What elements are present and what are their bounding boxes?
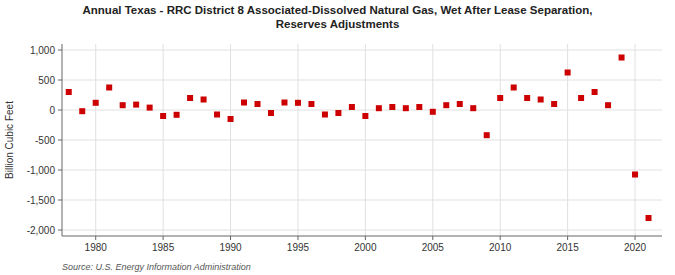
tick-label: 1980 bbox=[85, 242, 108, 253]
tick-mark bbox=[58, 50, 62, 51]
grid-line bbox=[365, 44, 366, 236]
grid-line bbox=[62, 200, 662, 201]
tick-mark bbox=[635, 236, 636, 240]
point bbox=[484, 132, 490, 138]
tick-mark bbox=[365, 236, 366, 240]
point bbox=[578, 95, 584, 101]
point bbox=[255, 101, 261, 107]
x-axis-line bbox=[62, 236, 662, 237]
tick-label: 2015 bbox=[556, 242, 579, 253]
tick-label: 500 bbox=[38, 75, 55, 86]
tick-mark bbox=[58, 170, 62, 171]
point bbox=[430, 109, 436, 115]
point bbox=[66, 89, 72, 95]
grid-line bbox=[230, 44, 231, 236]
grid-line bbox=[635, 44, 636, 236]
tick-label: -2,000 bbox=[27, 225, 56, 236]
tick-mark bbox=[58, 230, 62, 231]
point bbox=[389, 104, 395, 110]
point bbox=[376, 105, 382, 111]
point bbox=[174, 112, 180, 118]
point bbox=[497, 95, 503, 101]
tick-label: 2020 bbox=[624, 242, 647, 253]
tick-label: -1,000 bbox=[27, 165, 56, 176]
grid bbox=[62, 44, 662, 236]
point bbox=[565, 70, 571, 76]
axes: -2,000 -1,500 -1,000 -500 0 500 1,000 1980 1985 1… bbox=[27, 44, 662, 253]
tick-mark bbox=[432, 236, 433, 240]
tick-mark bbox=[163, 236, 164, 240]
tick-mark bbox=[500, 236, 501, 240]
point bbox=[93, 100, 99, 106]
point bbox=[605, 102, 611, 108]
point bbox=[470, 105, 476, 111]
tick-mark bbox=[95, 236, 96, 240]
point bbox=[228, 116, 234, 122]
grid-line bbox=[432, 44, 433, 236]
point bbox=[201, 97, 207, 103]
point bbox=[592, 89, 598, 95]
point bbox=[362, 113, 368, 119]
point bbox=[335, 110, 341, 116]
point bbox=[457, 101, 463, 107]
point bbox=[619, 55, 625, 61]
tick-label: -1,500 bbox=[27, 195, 56, 206]
point bbox=[349, 104, 355, 110]
tick-mark bbox=[230, 236, 231, 240]
point bbox=[538, 97, 544, 103]
tick-mark bbox=[58, 140, 62, 141]
tick-mark bbox=[58, 110, 62, 111]
point bbox=[160, 113, 166, 119]
point bbox=[416, 104, 422, 110]
point bbox=[524, 95, 530, 101]
point bbox=[120, 102, 126, 108]
point bbox=[295, 100, 301, 106]
point bbox=[79, 108, 85, 114]
point bbox=[632, 172, 638, 178]
chart: -2,000 -1,500 -1,000 -500 0 500 1,000 1980 1985 1… bbox=[0, 0, 675, 275]
grid-line bbox=[95, 44, 96, 236]
point bbox=[322, 112, 328, 118]
point bbox=[281, 100, 287, 106]
grid-line bbox=[62, 230, 662, 231]
point bbox=[443, 102, 449, 108]
point bbox=[147, 105, 153, 111]
tick-label: 1,000 bbox=[30, 45, 55, 56]
point bbox=[133, 102, 139, 108]
grid-line bbox=[62, 80, 662, 81]
y-axis-label: Billion Cubic Feet bbox=[4, 101, 15, 179]
point bbox=[511, 85, 517, 91]
point bbox=[551, 101, 557, 107]
title: Annual Texas - RRC District 8 Associated… bbox=[83, 4, 593, 30]
tick-mark bbox=[297, 236, 298, 240]
annotation: Source: U.S. Energy Information Administ… bbox=[62, 262, 251, 272]
point bbox=[308, 101, 314, 107]
tick-label: 1995 bbox=[287, 242, 310, 253]
point bbox=[106, 85, 112, 91]
grid-line bbox=[500, 44, 501, 236]
grid-line bbox=[62, 140, 662, 141]
tick-label: -500 bbox=[35, 135, 55, 146]
tick-label: 2000 bbox=[354, 242, 377, 253]
grid-line bbox=[163, 44, 164, 236]
grid-line bbox=[62, 50, 662, 51]
grid-line bbox=[62, 170, 662, 171]
point bbox=[403, 105, 409, 111]
tick-label: 2010 bbox=[489, 242, 512, 253]
tick-label: 1990 bbox=[219, 242, 242, 253]
tick-mark bbox=[58, 200, 62, 201]
point bbox=[646, 215, 652, 221]
tick-label: 0 bbox=[49, 105, 55, 116]
y-axis-line bbox=[62, 44, 63, 236]
grid-line bbox=[297, 44, 298, 236]
tick-label: 2005 bbox=[422, 242, 445, 253]
tick-mark bbox=[567, 236, 568, 240]
point bbox=[268, 110, 274, 116]
tick-label: 1985 bbox=[152, 242, 175, 253]
point bbox=[214, 112, 220, 118]
tick-mark bbox=[58, 80, 62, 81]
point bbox=[241, 100, 247, 106]
point bbox=[187, 95, 193, 101]
points bbox=[66, 55, 652, 222]
